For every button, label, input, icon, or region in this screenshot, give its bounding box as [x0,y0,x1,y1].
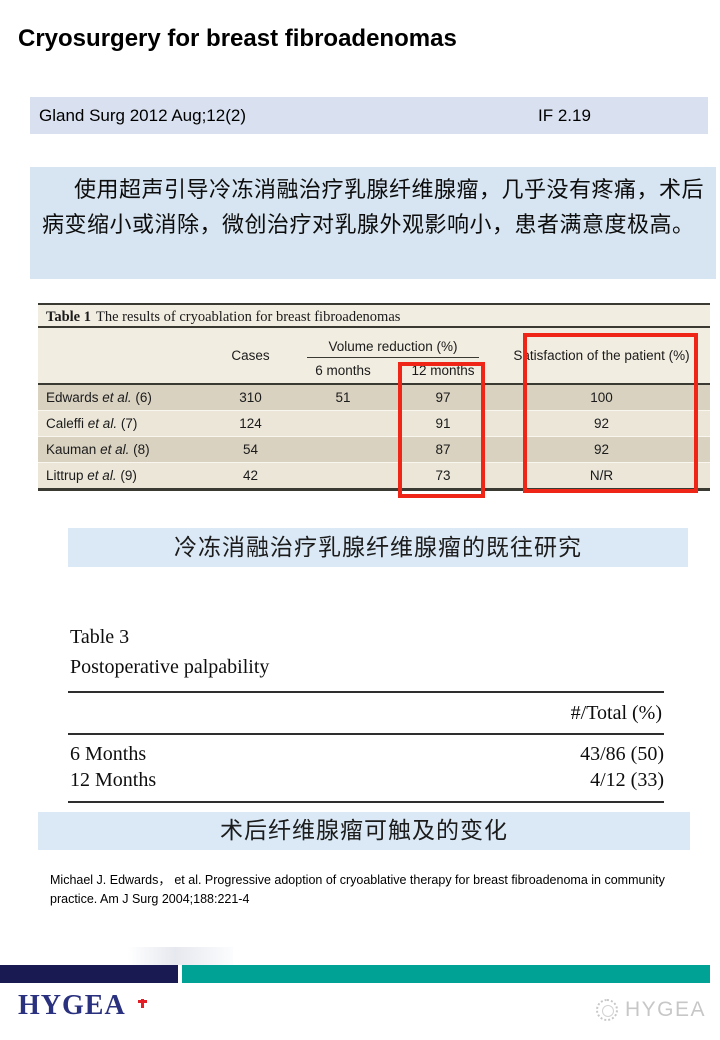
table1-caption: 冷冻消融治疗乳腺纤维腺瘤的既往研究 [68,528,688,567]
globe-icon [595,999,618,1021]
12months-cell: 87 [435,442,451,457]
6months-cell [293,463,393,488]
highlight-box-12months [398,362,485,498]
ratio-value: 43/86 (50) [580,743,664,765]
6months-cell: 51 [335,390,351,405]
table3-rule-mid [68,733,664,735]
table3-title: Table 3 [70,626,130,648]
table1-col-6months: 6 months [315,363,371,378]
footer-teal-bar [182,965,710,983]
cases-cell: 42 [242,468,259,483]
satisfaction-cell: N/R [589,468,614,483]
table1: Table 1 The results of cryoablation for b… [38,303,710,498]
table1-col-cases: Cases [231,348,270,363]
table3-rule-bottom [68,801,664,803]
journal-bar: Gland Surg 2012 Aug;12(2) IF 2.19 [30,97,708,134]
12months-cell: 91 [435,416,451,431]
table3-subtitle: Postoperative palpability [70,656,270,678]
table1-title-text: The results of cryoablation for breast f… [96,309,401,325]
table3-caption: 术后纤维腺瘤可触及的变化 [38,812,690,850]
satisfaction-cell: 92 [593,416,610,431]
cases-cell: 54 [242,442,259,457]
summary-box: 使用超声引导冷冻消融治疗乳腺纤维腺瘤，几乎没有疼痛，术后病变缩小或消除，微创治疗… [30,167,716,279]
table1-title-label: Table 1 [46,309,91,325]
table-row: Littrup et al. (9) 42 73 N/R [38,462,710,488]
table-row: Kauman et al. (8) 54 87 92 [38,436,710,462]
hygea-logo: HYGEA [18,990,147,1022]
ratio-value: 4/12 (33) [590,769,664,791]
12months-cell: 97 [435,390,451,405]
hygea-logo-text: HYGEA [18,990,126,1021]
table-row: 6 Months 43/86 (50) [68,741,664,767]
table3-col-header: #/Total (%) [570,702,662,724]
cases-cell: 310 [239,390,262,405]
footer-streak-decoration [128,947,233,965]
watermark-text: HYGEA [624,998,706,1021]
table-row: Caleffi et al. (7) 124 91 92 [38,410,710,436]
watermark: HYGEA [595,998,706,1022]
satisfaction-cell: 100 [590,390,613,405]
highlight-box-satisfaction [523,333,698,493]
summary-text: 使用超声引导冷冻消融治疗乳腺纤维腺瘤，几乎没有疼痛，术后病变缩小或消除，微创治疗… [42,177,705,237]
page-title: Cryosurgery for breast fibroadenomas [18,25,457,52]
period-label: 12 Months [70,769,157,791]
table1-header: Cases Volume reduction (%) 6 months 12 m… [38,328,710,385]
table-row: Edwards et al. (6) 310 51 97 100 [38,385,710,410]
table1-col-satisfaction: Satisfaction of the patient (%) [513,348,690,363]
study-cell: Littrup et al. (9) [46,468,137,483]
6months-cell [293,411,393,436]
citation-text: Michael J. Edwards， et al. Progressive a… [50,873,665,906]
cases-cell: 124 [239,416,262,431]
table3: Table 3 Postoperative palpability #/Tota… [68,626,664,803]
table3-body: 6 Months 43/86 (50) 12 Months 4/12 (33) [68,735,664,801]
table3-rule-top [68,691,664,693]
12months-cell: 73 [435,468,451,483]
study-cell: Kauman et al. (8) [46,442,150,457]
study-cell: Caleffi et al. (7) [46,416,138,431]
journal-name: Gland Surg 2012 Aug;12(2) [39,106,246,125]
period-label: 6 Months [70,743,147,765]
footer-navy-bar [0,965,178,983]
table-row: 12 Months 4/12 (33) [68,767,664,793]
impact-factor: IF 2.19 [538,106,591,125]
6months-cell [293,437,393,462]
table1-title: Table 1 The results of cryoablation for b… [38,303,710,328]
study-cell: Edwards et al. (6) [46,390,152,405]
satisfaction-cell: 92 [593,442,610,457]
table1-col-12months: 12 months [411,363,475,378]
table1-col-volume-reduction: Volume reduction (%) [307,328,479,358]
table1-body: Edwards et al. (6) 310 51 97 100 Caleffi… [38,385,710,491]
red-cross-icon [137,999,148,1010]
